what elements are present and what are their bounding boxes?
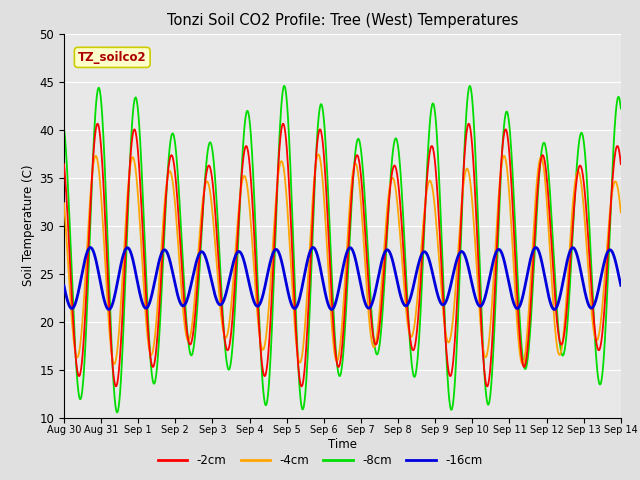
- Y-axis label: Soil Temperature (C): Soil Temperature (C): [22, 165, 35, 287]
- Text: TZ_soilco2: TZ_soilco2: [78, 51, 147, 64]
- X-axis label: Time: Time: [328, 438, 357, 451]
- Legend: -2cm, -4cm, -8cm, -16cm: -2cm, -4cm, -8cm, -16cm: [153, 449, 487, 472]
- Title: Tonzi Soil CO2 Profile: Tree (West) Temperatures: Tonzi Soil CO2 Profile: Tree (West) Temp…: [166, 13, 518, 28]
